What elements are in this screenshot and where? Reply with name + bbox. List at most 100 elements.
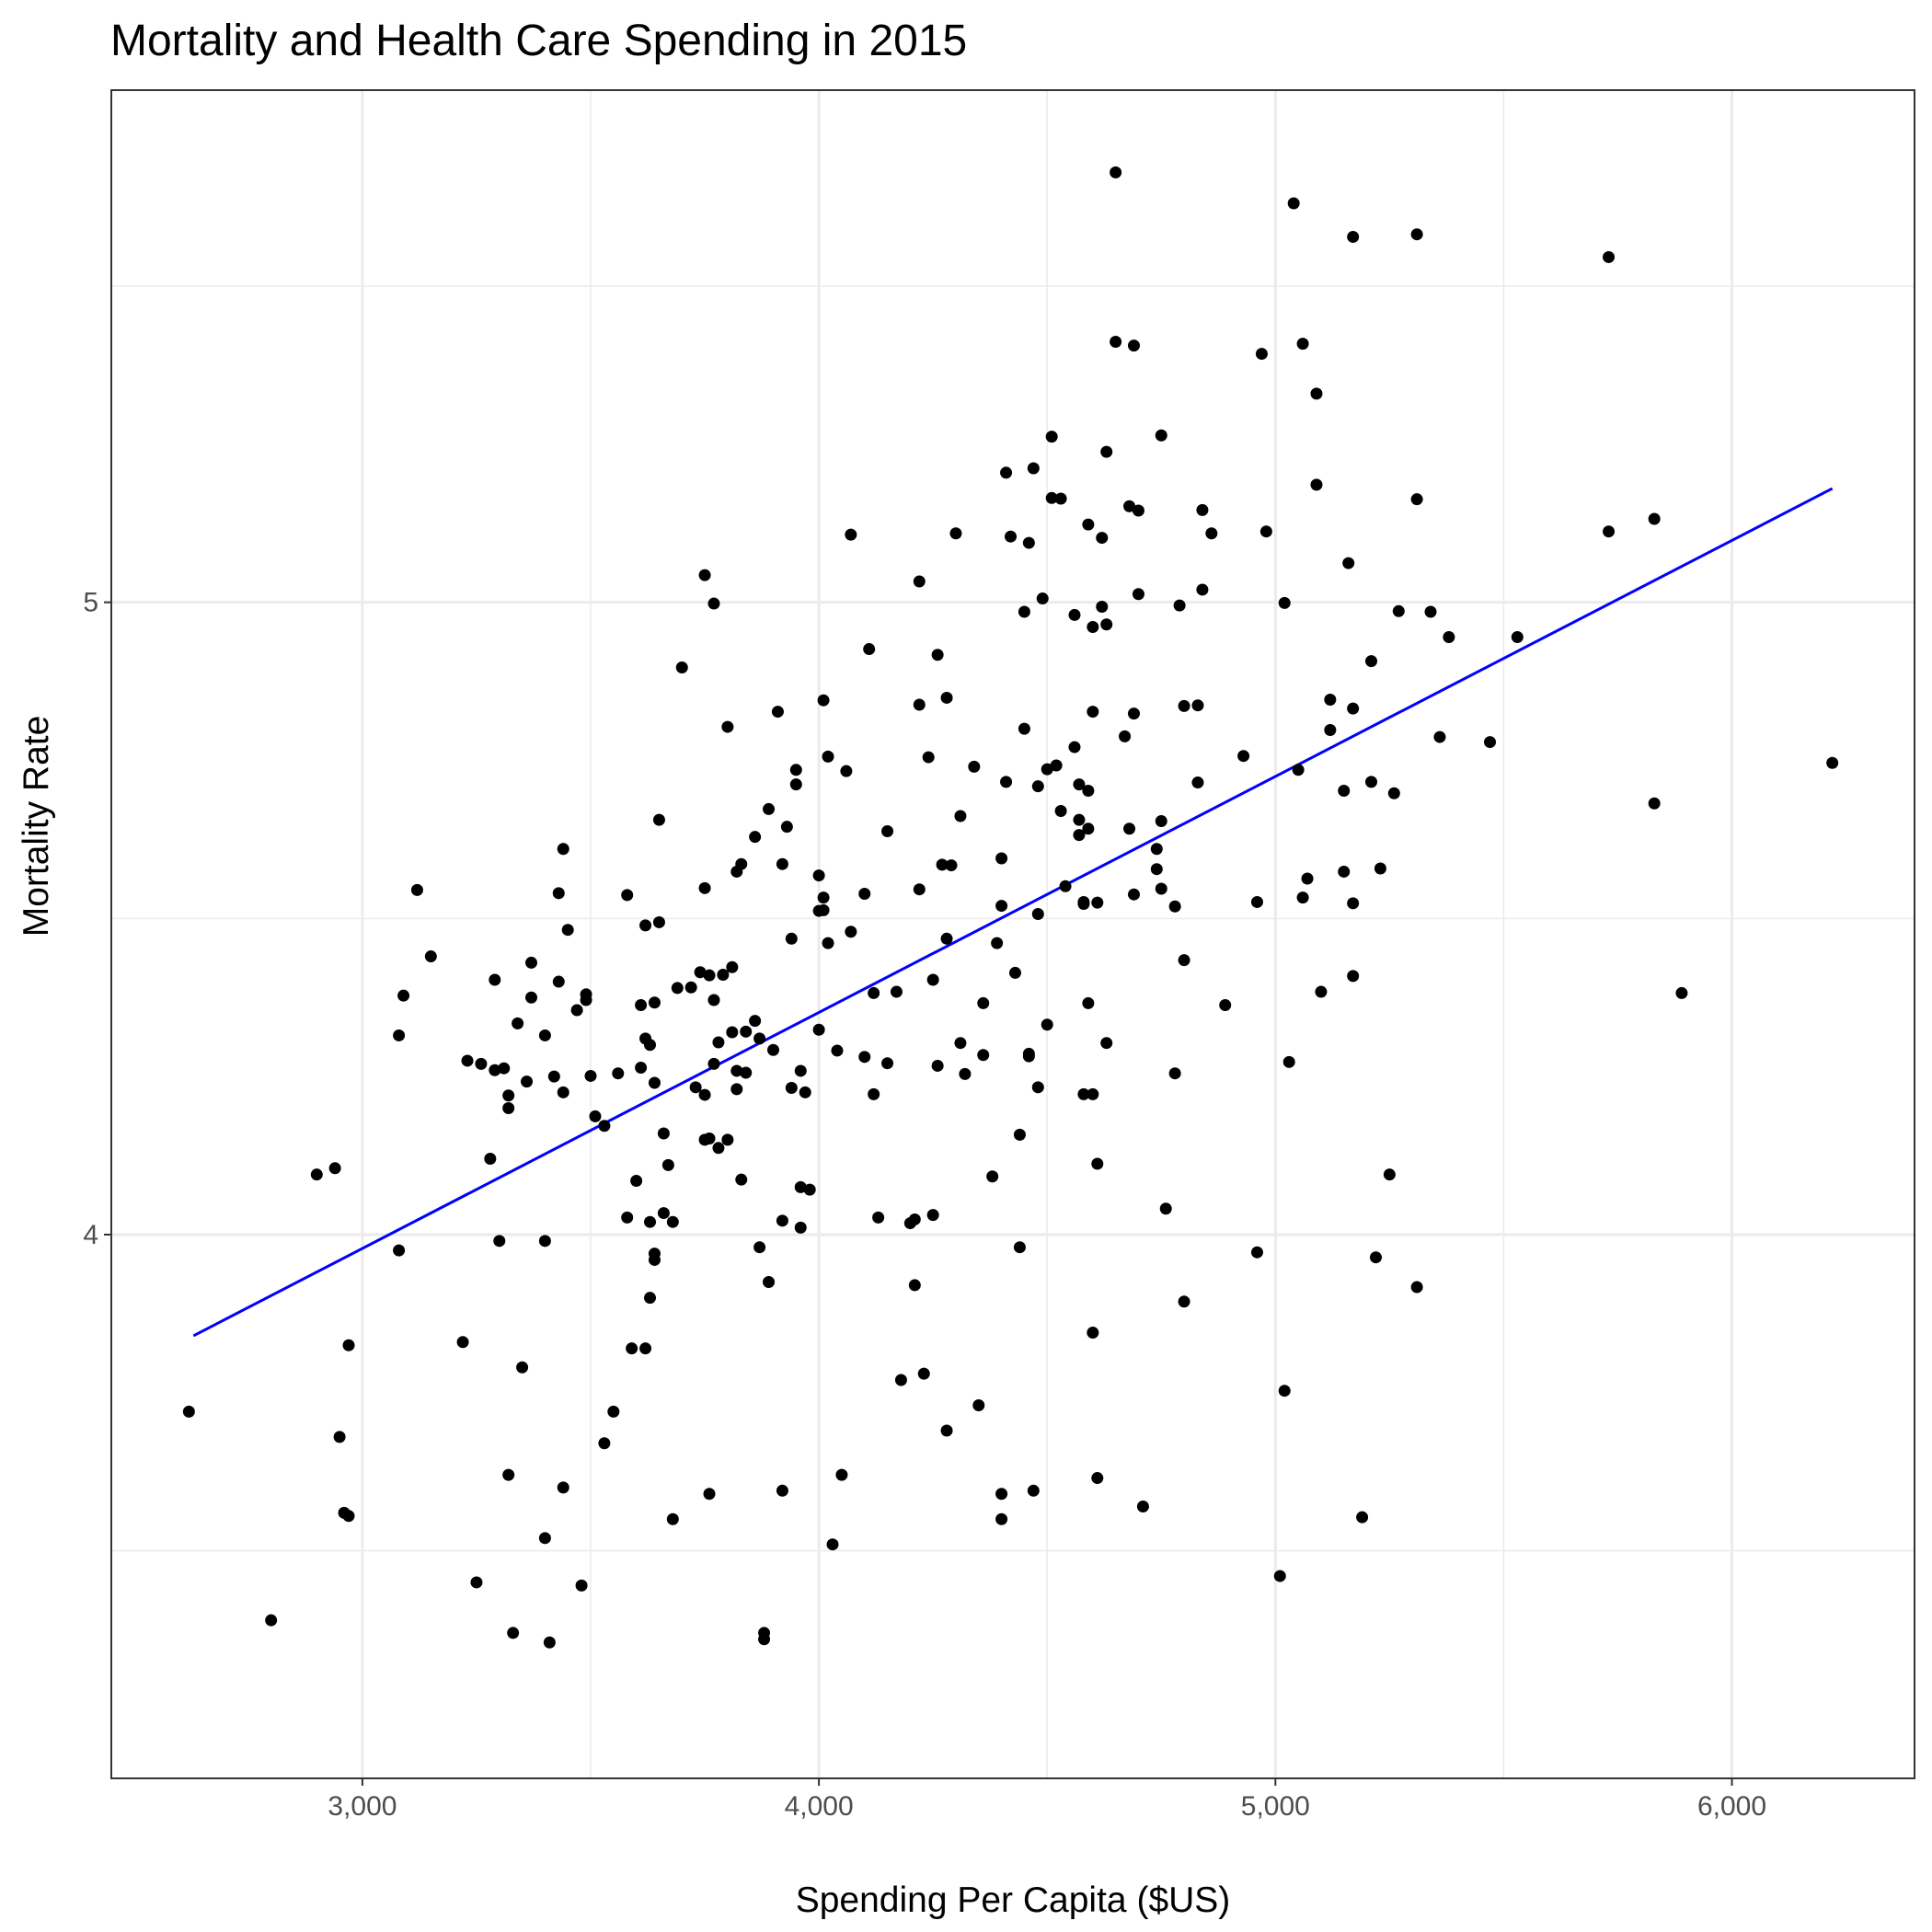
data-point <box>470 1576 483 1589</box>
data-point <box>913 575 926 588</box>
data-point <box>1091 1472 1104 1485</box>
data-point <box>1347 702 1360 715</box>
data-point <box>333 1431 346 1443</box>
data-point <box>1178 1295 1190 1308</box>
data-point <box>1087 1087 1099 1100</box>
data-point <box>1196 583 1209 596</box>
x-tick-label: 6,000 <box>1697 1791 1766 1822</box>
data-point <box>557 1086 569 1098</box>
data-point <box>926 973 939 986</box>
data-point <box>489 1064 501 1076</box>
data-point <box>858 1051 871 1064</box>
data-point <box>1648 512 1661 525</box>
data-point <box>621 889 634 902</box>
data-point <box>1008 966 1021 979</box>
data-point <box>1050 759 1063 772</box>
data-point <box>1365 776 1378 788</box>
data-point <box>972 1399 985 1412</box>
data-point <box>265 1614 278 1627</box>
data-point <box>1036 592 1049 605</box>
data-point <box>1136 1500 1149 1512</box>
data-point <box>817 891 830 904</box>
data-point <box>1027 1484 1040 1497</box>
data-point <box>881 1057 894 1070</box>
data-point <box>502 1101 515 1114</box>
data-point <box>959 1067 972 1080</box>
data-point <box>1110 166 1122 178</box>
data-point <box>1150 843 1163 856</box>
chart-title: Mortality and Health Care Spending in 20… <box>110 17 967 65</box>
data-point <box>740 1066 753 1079</box>
data-point <box>1392 604 1405 617</box>
data-point <box>1068 608 1081 621</box>
data-point <box>1250 895 1263 908</box>
data-point <box>1054 804 1067 817</box>
data-point <box>1301 872 1314 885</box>
data-point <box>1296 338 1309 351</box>
data-point <box>635 1062 648 1075</box>
data-point <box>525 991 538 1004</box>
data-point <box>1205 527 1218 540</box>
data-point <box>543 1636 556 1649</box>
data-point <box>1259 525 1272 538</box>
data-point <box>707 597 720 610</box>
data-point <box>342 1339 355 1351</box>
data-point <box>657 1127 670 1140</box>
data-point <box>1100 618 1113 631</box>
data-point <box>913 883 926 896</box>
data-point <box>1119 730 1132 742</box>
major-gridlines <box>111 90 1915 1778</box>
data-point <box>456 1336 469 1349</box>
data-point <box>598 1120 611 1133</box>
data-point <box>949 527 962 540</box>
data-point <box>1219 998 1232 1011</box>
data-point <box>498 1062 511 1075</box>
data-point <box>822 750 834 763</box>
data-point <box>648 1253 661 1266</box>
data-point <box>1087 1326 1099 1339</box>
data-point <box>1132 504 1144 517</box>
data-point <box>740 1025 753 1038</box>
data-point <box>1000 776 1013 788</box>
data-point <box>1031 1081 1044 1094</box>
regression-line <box>192 487 1834 1338</box>
data-point <box>1433 730 1446 743</box>
data-point <box>621 1211 634 1224</box>
data-point <box>1027 462 1040 475</box>
data-point <box>489 973 501 986</box>
x-tick-label: 4,000 <box>785 1791 854 1822</box>
data-point <box>570 1004 583 1017</box>
data-point <box>817 903 830 916</box>
data-point <box>703 969 716 982</box>
data-point <box>1347 230 1360 243</box>
data-point <box>817 694 830 707</box>
data-point <box>1045 491 1058 504</box>
data-point <box>1338 784 1351 797</box>
data-point <box>1100 1037 1113 1050</box>
data-point <box>812 1023 825 1036</box>
data-point <box>1168 1067 1181 1080</box>
data-point <box>1132 588 1144 601</box>
data-point <box>1123 500 1136 512</box>
data-point <box>991 937 1004 949</box>
data-point <box>1005 530 1018 543</box>
data-point <box>461 1054 474 1067</box>
data-point <box>812 869 825 882</box>
data-point <box>721 720 734 733</box>
data-point <box>1054 492 1067 505</box>
data-point <box>1374 862 1386 875</box>
data-point <box>968 760 981 773</box>
data-point <box>424 950 437 963</box>
data-point <box>1031 908 1044 921</box>
data-point <box>995 900 1008 913</box>
data-point <box>1091 896 1104 909</box>
data-point <box>1018 605 1030 618</box>
data-point <box>552 887 565 900</box>
data-point <box>881 824 894 837</box>
data-point <box>1511 630 1524 643</box>
data-point <box>561 924 574 937</box>
data-point <box>707 1057 720 1070</box>
data-point <box>1675 986 1688 999</box>
data-point <box>995 1512 1008 1525</box>
data-point <box>666 1512 679 1525</box>
